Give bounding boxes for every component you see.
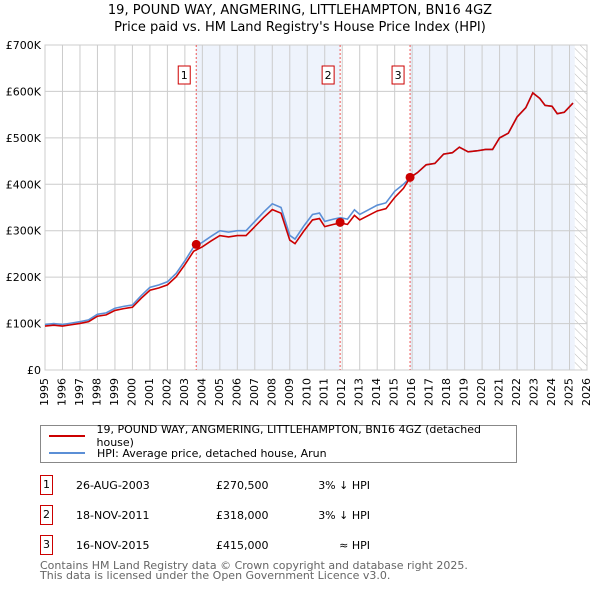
y-tick-label: £500K <box>6 132 42 145</box>
x-tick-label: 1998 <box>90 378 103 406</box>
x-tick-label: 2002 <box>160 378 173 406</box>
x-tick-label: 2023 <box>528 378 541 406</box>
x-tick-label: 2003 <box>178 378 191 406</box>
sale-price: £318,000 <box>216 509 269 522</box>
x-tick-label: 2018 <box>440 378 453 406</box>
sale-label-box <box>391 65 405 85</box>
legend-price-swatch <box>49 435 85 437</box>
y-tick-label: £400K <box>6 178 42 191</box>
sale-price: £270,500 <box>216 479 269 492</box>
x-tick-label: 2005 <box>213 378 226 406</box>
x-tick-label: 1995 <box>38 378 51 406</box>
x-tick-label: 2011 <box>318 378 331 406</box>
sale-label: 2 <box>325 69 332 82</box>
chart-title: 19, POUND WAY, ANGMERING, LITTLEHAMPTON,… <box>107 3 493 18</box>
sale-label: 3 <box>395 69 402 82</box>
x-tick-label: 2004 <box>195 378 208 406</box>
x-tick-label: 2017 <box>423 378 436 406</box>
x-tick-label: 2009 <box>283 378 296 406</box>
footer: Contains HM Land Registry data © Crown c… <box>40 559 468 582</box>
x-tick-label: 2019 <box>458 378 471 406</box>
legend-hpi-swatch <box>49 452 85 454</box>
y-tick-label: £700K <box>6 39 42 52</box>
x-tick-label: 2026 <box>580 378 593 406</box>
price-chart: 1995 1996 1997 1998 1999 2000 2001 2002 2003 2004… <box>6 39 593 406</box>
x-tick-label: 2022 <box>510 378 523 406</box>
x-tick-label: 1996 <box>55 378 68 406</box>
y-tick-label: £0 <box>27 364 41 377</box>
x-tick-label: 2016 <box>405 378 418 406</box>
x-tick-label: 2021 <box>493 378 506 406</box>
footer-line-2: This data is licensed under the Open Gov… <box>40 569 391 582</box>
x-tick-label: 2014 <box>370 378 383 406</box>
sale-hpi-relation: ≈ HPI <box>339 539 370 552</box>
x-tick-label: 2020 <box>475 378 488 406</box>
sale-number-badge: 1 <box>40 475 53 495</box>
forecast-hatch <box>574 45 587 370</box>
x-tick-label: 2007 <box>248 378 261 406</box>
x-tick-label: 1999 <box>108 378 121 406</box>
sale-label-box <box>177 65 191 85</box>
sale-date: 26-AUG-2003 <box>76 479 150 492</box>
sale-price: £415,000 <box>216 539 269 552</box>
sale-point <box>335 217 345 227</box>
legend-price-label: 19, POUND WAY, ANGMERING, LITTLEHAMPTON,… <box>96 423 481 449</box>
chart-subtitle: Price paid vs. HM Land Registry's House … <box>114 20 486 35</box>
footer-line-1: Contains HM Land Registry data © Crown c… <box>40 559 468 572</box>
legend-hpi-label: HPI: Average price, detached house, Arun <box>97 446 327 460</box>
y-tick-label: £200K <box>6 271 42 284</box>
shaded-period <box>410 45 575 370</box>
sale-point <box>191 239 201 249</box>
x-tick-label: 2015 <box>388 378 401 406</box>
sale-date: 16-NOV-2015 <box>76 539 150 552</box>
price-line <box>44 91 574 327</box>
x-tick-label: 2006 <box>230 378 243 406</box>
x-tick-label: 1997 <box>73 378 86 406</box>
sale-label-box <box>321 65 335 85</box>
x-tick-label: 2013 <box>353 378 366 406</box>
y-tick-label: £600K <box>6 85 42 98</box>
legend: 19, POUND WAY, ANGMERING, LITTLEHAMPTON,… <box>40 423 517 463</box>
y-tick-label: £100K <box>6 318 42 331</box>
x-tick-label: 2008 <box>265 378 278 406</box>
plot-frame <box>44 44 588 371</box>
sale-number-badge: 2 <box>40 505 53 525</box>
sale-number-badge: 3 <box>40 535 53 555</box>
sale-point <box>405 172 415 182</box>
x-tick-label: 2000 <box>125 378 138 406</box>
sale-hpi-relation: 3% ↓ HPI <box>318 509 370 522</box>
x-tick-label: 2024 <box>545 378 558 406</box>
x-tick-label: 2010 <box>300 378 313 406</box>
x-tick-label: 2001 <box>143 378 156 406</box>
sale-date: 18-NOV-2011 <box>76 509 150 522</box>
sale-hpi-relation: 3% ↓ HPI <box>318 479 370 492</box>
y-tick-label: £300K <box>6 225 42 238</box>
sale-label: 1 <box>181 69 188 82</box>
x-tick-label: 2025 <box>563 378 576 406</box>
x-tick-label: 2012 <box>335 378 348 406</box>
